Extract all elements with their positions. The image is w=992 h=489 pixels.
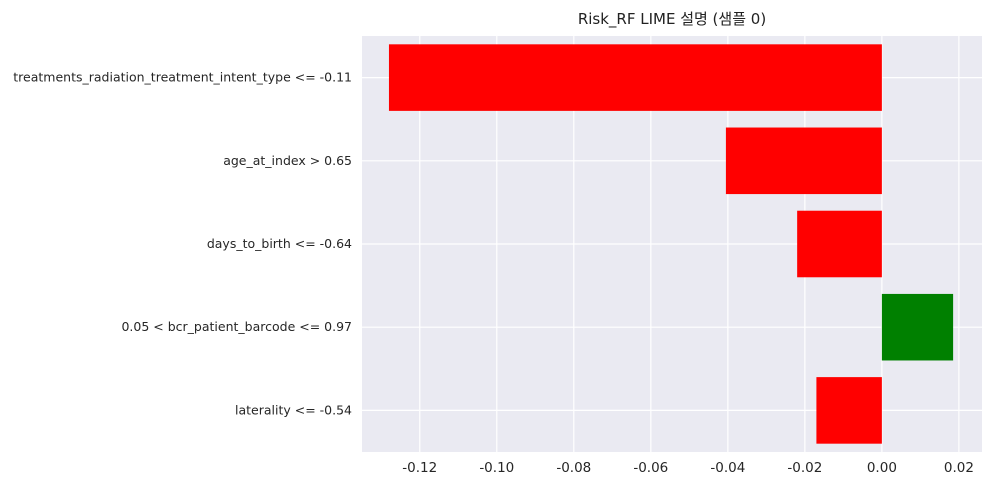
y-tick-label: 0.05 < bcr_patient_barcode <= 0.97	[121, 319, 352, 334]
y-tick-labels: treatments_radiation_treatment_intent_ty…	[13, 70, 352, 418]
x-tick-label: 0.02	[944, 460, 974, 476]
x-tick-label: -0.02	[787, 460, 822, 476]
y-tick-label: laterality <= -0.54	[235, 402, 352, 417]
bar-4	[816, 377, 882, 444]
bar-3	[881, 293, 954, 361]
bar-1	[725, 127, 882, 195]
x-tick-label: -0.12	[402, 460, 437, 476]
y-tick-label: days_to_birth <= -0.64	[207, 236, 352, 251]
bar-0	[388, 44, 882, 111]
x-tick-label: 0.00	[867, 460, 897, 476]
y-tick-label: treatments_radiation_treatment_intent_ty…	[13, 70, 352, 85]
x-tick-label: -0.10	[479, 460, 514, 476]
x-tick-label: -0.08	[556, 460, 591, 476]
y-tick-label: age_at_index > 0.65	[223, 153, 352, 168]
chart-title: Risk_RF LIME 설명 (샘플 0)	[578, 10, 766, 29]
x-tick-labels: -0.12 -0.10 -0.08 -0.06 -0.04 -0.02 0.00 0.02	[402, 460, 974, 476]
x-tick-label: -0.06	[633, 460, 668, 476]
bars	[388, 44, 954, 444]
x-tick-label: -0.04	[710, 460, 745, 476]
bar-2	[797, 210, 882, 278]
